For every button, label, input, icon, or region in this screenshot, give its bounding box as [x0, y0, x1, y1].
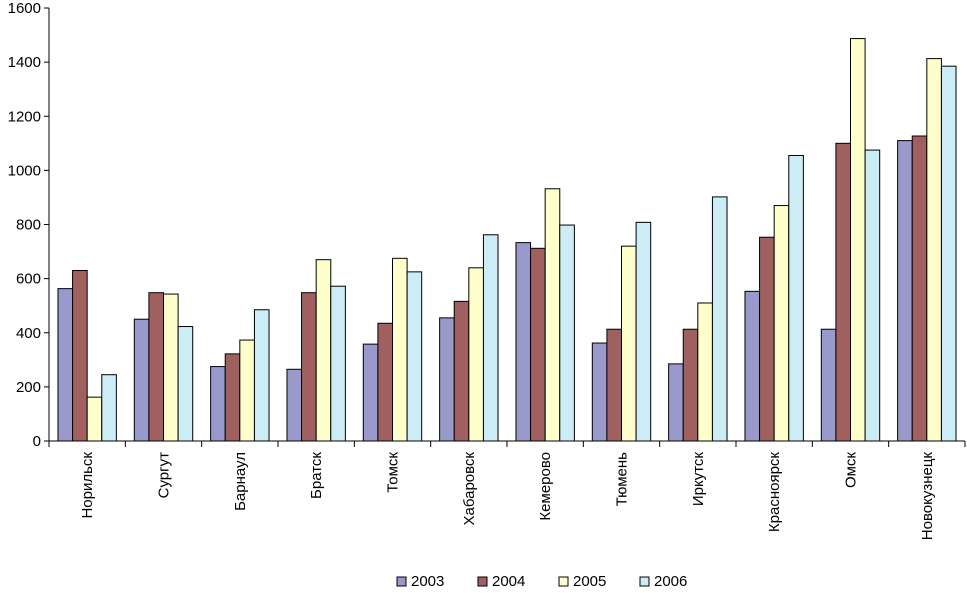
bar-2006-9	[711, 196, 728, 442]
bar-2003-1	[57, 288, 74, 442]
category-label: Новокузнецк	[919, 452, 936, 541]
category-label: Норильск	[79, 452, 96, 519]
legend: 2003 2004 2005 2006	[396, 573, 687, 590]
bar-2003-11	[820, 328, 837, 442]
bar-2004-10	[759, 236, 775, 442]
bar-2006-3	[253, 309, 270, 442]
legend-label-2004: 2004	[492, 573, 525, 590]
bar-2006-5	[406, 271, 423, 442]
bar-2006-2	[177, 326, 194, 442]
category-label: Красноярск	[766, 452, 783, 533]
bar-2004-7	[530, 247, 546, 442]
bar-2004-1	[72, 270, 88, 442]
bar-2005-6	[468, 267, 484, 442]
bar-2004-4	[301, 292, 317, 442]
category-label: Иркутск	[690, 452, 707, 507]
y-axis: 0 200 400 600 800 1000 1200 1400 1600	[8, 0, 50, 450]
bar-2005-4	[315, 259, 332, 442]
bar-2003-8	[591, 342, 608, 442]
legend-label-2006: 2006	[654, 573, 687, 590]
bar-2003-5	[362, 343, 379, 442]
category-label: Барнаул	[232, 452, 249, 511]
bar-2003-2	[133, 318, 150, 442]
bar-2006-8	[635, 221, 652, 442]
bar-2006-11	[864, 149, 881, 442]
legend-swatch-2006	[639, 576, 650, 587]
bar-2005-9	[697, 302, 713, 442]
bar-2004-2	[148, 292, 164, 442]
bar-2004-9	[682, 328, 699, 442]
bar-2005-7	[544, 188, 561, 442]
legend-swatch-2004	[477, 576, 488, 587]
bar-2006-4	[330, 285, 346, 442]
bar-2003-9	[668, 363, 684, 442]
bar-2005-3	[239, 339, 255, 442]
bar-2006-10	[788, 154, 804, 442]
bar-2005-5	[392, 257, 408, 442]
y-tick-label: 1200	[8, 108, 41, 125]
bar-2003-7	[515, 242, 532, 442]
bar-2004-11	[835, 142, 852, 442]
y-tick-label: 200	[16, 379, 41, 396]
bar-2004-3	[224, 353, 241, 442]
bar-2005-1	[86, 396, 103, 442]
bar-2006-6	[482, 234, 499, 442]
x-axis: Норильск Сургут Барнаул Братск Томск Хабаровс…	[48, 440, 966, 541]
bar-2003-4	[286, 368, 303, 442]
bars-group	[57, 38, 957, 442]
category-label: Кемерово	[537, 452, 554, 521]
bar-2005-2	[163, 293, 179, 442]
bar-2003-12	[897, 140, 913, 442]
bar-2006-1	[101, 374, 117, 442]
legend-swatch-2003	[396, 576, 407, 587]
y-tick-label: 1400	[8, 54, 41, 71]
y-tick-label: 0	[33, 433, 41, 450]
bar-2006-7	[559, 224, 575, 442]
category-label: Томск	[385, 452, 402, 493]
y-tick-label: 400	[16, 325, 41, 342]
y-tick-label: 1600	[8, 0, 41, 17]
y-tick-label: 800	[16, 217, 41, 234]
category-label: Омск	[843, 452, 860, 488]
bar-2005-8	[621, 245, 637, 442]
legend-swatch-2005	[558, 576, 569, 587]
category-label: Сургут	[156, 452, 173, 498]
bar-2004-5	[377, 322, 393, 442]
bar-2003-6	[439, 317, 455, 442]
category-label: Тюмень	[614, 452, 631, 507]
bar-2006-12	[940, 65, 957, 442]
legend-label-2005: 2005	[573, 573, 606, 590]
bar-2004-12	[911, 135, 928, 442]
category-label: Братск	[308, 452, 325, 499]
bar-2004-8	[606, 328, 623, 442]
bar-2004-6	[453, 300, 470, 442]
category-label: Хабаровск	[461, 452, 478, 526]
bar-2005-11	[850, 38, 866, 442]
bar-2005-12	[926, 58, 942, 442]
bar-2003-3	[210, 366, 226, 442]
y-tick-label: 1000	[8, 162, 41, 179]
bar-2005-10	[773, 205, 790, 442]
bar-2003-10	[744, 290, 761, 442]
y-tick-label: 600	[16, 271, 41, 288]
legend-label-2003: 2003	[411, 573, 444, 590]
